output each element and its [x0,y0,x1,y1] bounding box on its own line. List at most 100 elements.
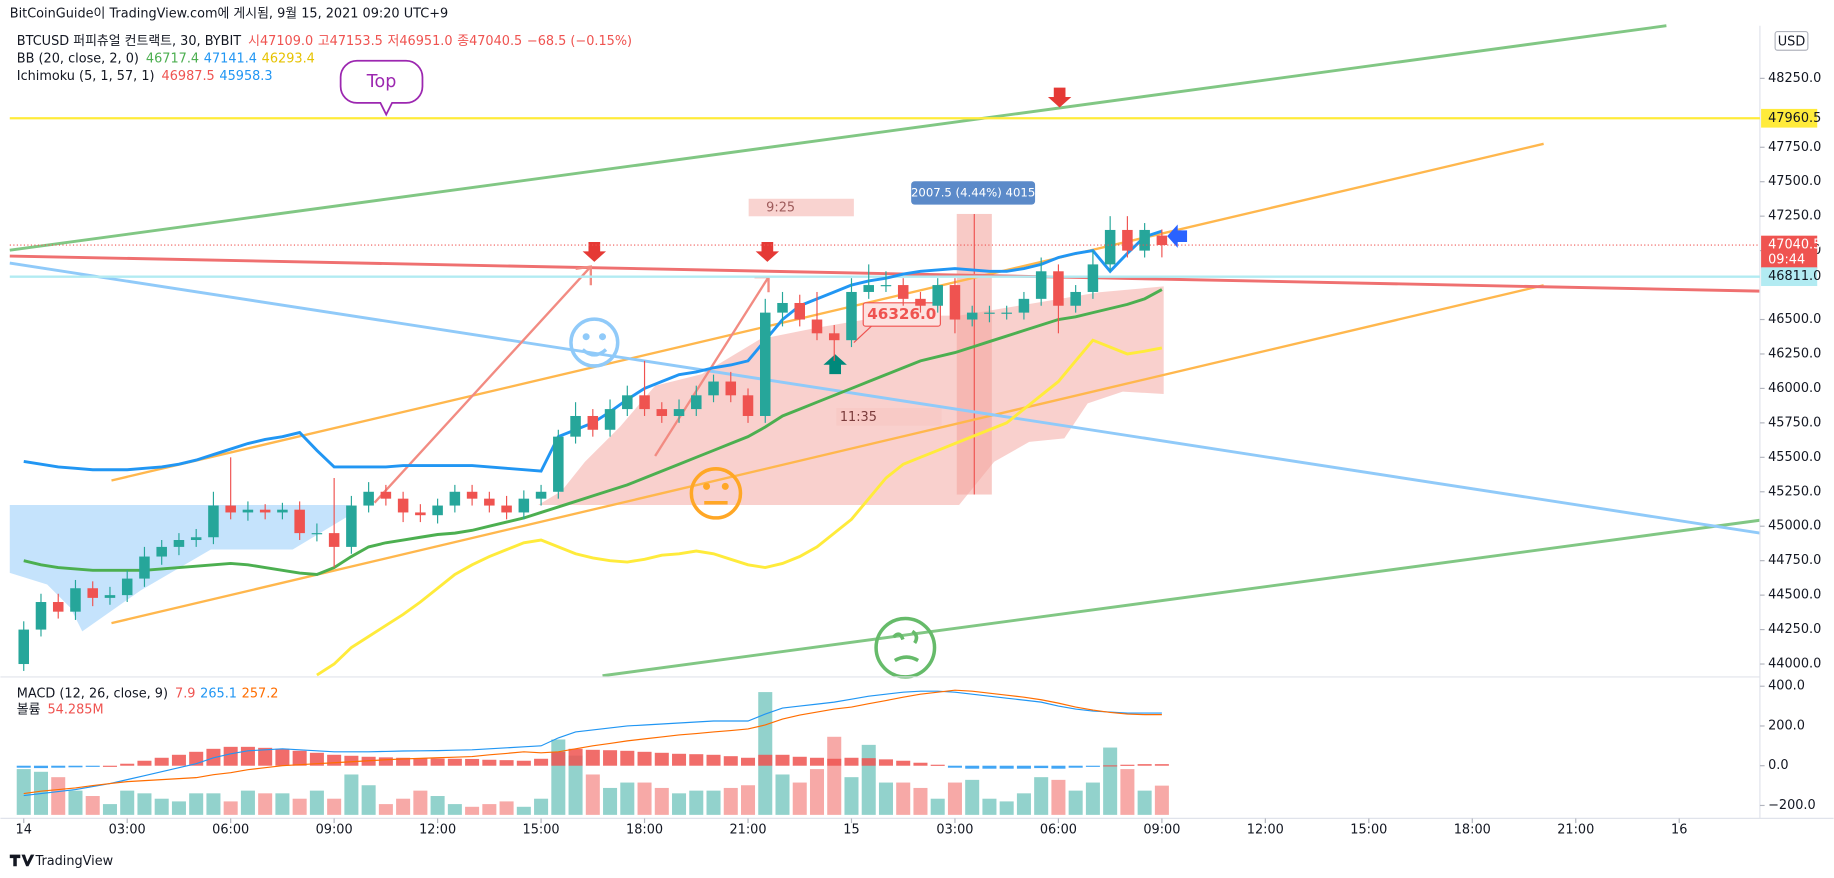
candle-body [52,602,64,612]
footer-brand: TradingView [34,854,113,869]
range-box [836,408,942,426]
y-tick-label: 46500.0 [1768,312,1821,327]
candle-body [190,537,202,541]
x-tick-label: 03:00 [936,823,973,838]
y-tick-label: 45250.0 [1768,484,1821,499]
range-box [748,198,854,217]
macd-value: 7.9 [175,686,195,701]
volume-bar [51,777,66,815]
macd-histogram-bar [534,758,549,766]
macd-histogram-bar [1068,765,1083,768]
bb-value: 46717.4 [146,51,199,66]
macd-histogram-bar [1137,764,1152,766]
candle-body [880,285,892,287]
macd-histogram-bar [706,754,721,766]
candle-body [1035,271,1047,299]
volume-bar [465,806,480,815]
macd-histogram-bar [68,765,83,768]
macd-histogram-bar [275,748,290,766]
macd-histogram-bar [723,756,738,766]
candle-body [587,415,599,430]
volume-bar [1120,769,1135,815]
candle-body [846,291,857,341]
y-tick-label: 47250.0 [1768,209,1821,224]
volume-bar [706,790,721,815]
volume-title: 볼륨 [17,702,41,717]
volume-bar [585,774,600,815]
volume-bar [930,798,945,815]
arrow-line [373,265,592,504]
symbol: BTCUSD 퍼피츄얼 컨트랙트, 30, BYBIT [17,33,242,48]
candle-body [897,285,909,299]
legend-macd: MACD (12, 26, close, 9) 7.9 265.1 257.2 [17,686,279,701]
candle-body [966,312,978,320]
x-tick-label: 14 [16,823,32,838]
x-tick-label: 09:00 [1143,823,1180,838]
macd-histogram-bar [51,765,66,768]
macd-histogram-bar [327,754,342,766]
volume-bar [844,777,859,815]
macd-histogram-bar [1085,765,1100,767]
volume-bar [1016,793,1031,815]
macd-histogram-bar [792,756,807,766]
macd-histogram-bar [430,758,445,766]
macd-histogram-bar [1034,765,1049,769]
macd-histogram-bar [930,764,945,766]
ichimoku-value: 45958.3 [219,68,272,83]
callout-text: Top [366,72,397,92]
volume-bar [189,793,204,815]
volume-bar [361,785,376,815]
macd-title: MACD (12, 26, close, 9) [17,686,168,701]
currency[interactable]: USD [1778,35,1806,50]
y-tick-label: 46000.0 [1768,381,1821,396]
down-arrow [582,242,607,262]
macd-histogram-bar [309,752,324,766]
candle-body [656,409,668,416]
macd-histogram-bar [396,757,411,766]
candle-body [949,285,961,320]
macd-histogram-bar [603,750,618,766]
currency-box[interactable] [1774,30,1809,51]
legend-volume: 볼륨 54.285M [17,702,104,717]
volume-bar [68,790,83,815]
volume-bar [827,736,842,815]
ichimoku-cloud [9,505,352,632]
volume-bar [568,755,583,815]
volume-bar [982,798,997,815]
y-tick-label: 44750.0 [1768,553,1821,568]
macd-histogram-bar [258,747,273,766]
candle-body [1070,291,1081,306]
y-tick-label: 47750.0 [1768,140,1821,155]
volume-bar [292,798,307,815]
candle-body [484,498,495,506]
macd-histogram-bar [120,763,135,766]
candle-body [828,333,840,341]
volume-bar [1154,785,1169,815]
drawings [9,24,1761,679]
candle-body [104,595,116,598]
price-note: 46326.0 [867,305,936,323]
y-tick-label: 47500.0 [1768,174,1821,189]
macd-histogram-bar [482,759,497,766]
ichimoku-cloud [538,286,1164,506]
trend-line [602,518,1761,678]
y-tick-label: 48250.0 [1768,71,1821,86]
macd-histogram-bar [1154,764,1169,766]
footer-logo [9,854,35,867]
candle-body [449,491,461,506]
trend-line [9,254,1760,293]
candle-body [777,302,788,313]
volume-bar [206,793,221,815]
volume-bar [396,798,411,815]
hline-label: 47960.5 [1768,111,1821,126]
volume-bar [516,806,531,815]
candle-body [397,498,409,513]
volume-bar [603,787,618,815]
x-tick-label: 21:00 [729,823,766,838]
volume-bar [637,782,652,815]
candle-body [604,409,616,430]
dizzy-face [874,616,937,679]
candle-body [622,395,633,410]
volume-bar [861,744,876,815]
